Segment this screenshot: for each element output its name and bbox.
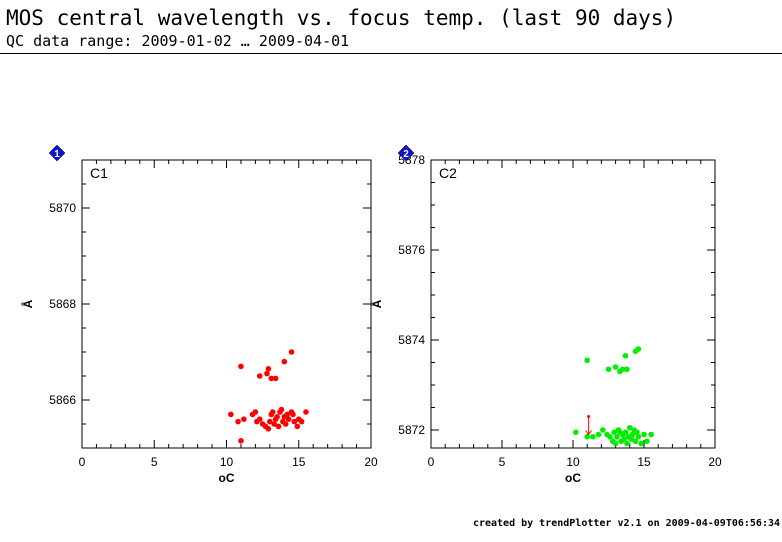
panel-2-chip-label: C2 bbox=[439, 165, 457, 181]
panel-1-data-point bbox=[265, 366, 272, 372]
panel-1-data-point bbox=[284, 411, 290, 418]
panel-2-data-point bbox=[584, 433, 590, 440]
panel-2-data-point bbox=[612, 364, 619, 370]
panel-2-plot-frame bbox=[430, 159, 716, 449]
header-divider bbox=[0, 53, 782, 54]
panel-2-data-point bbox=[628, 436, 635, 442]
panel-1-data-point bbox=[291, 418, 298, 425]
panel-2-data-point bbox=[611, 429, 617, 436]
panel-1-data-point bbox=[254, 418, 260, 425]
panel-2-y-tick-label: 5874 bbox=[398, 333, 425, 347]
panel-2-data-point bbox=[624, 440, 630, 447]
panel-1-data-point bbox=[272, 375, 279, 382]
panel-2-x-tick-label: 0 bbox=[428, 455, 435, 469]
panel-1-data-point bbox=[282, 421, 289, 427]
panel-1-x-axis-label: oC bbox=[219, 471, 235, 485]
panel-1-data-point bbox=[265, 426, 272, 432]
panel-1-y-axis-label: Å bbox=[20, 299, 35, 308]
panel-1-data-point bbox=[267, 418, 273, 425]
panel-2-data-point bbox=[622, 352, 629, 359]
panel-1-data-point bbox=[298, 418, 305, 425]
panel-1-data-point bbox=[269, 409, 276, 415]
panel-1-data-point bbox=[228, 411, 234, 418]
panel-1-data-point bbox=[288, 349, 295, 355]
qc-date-range: QC data range: 2009-01-02 … 2009-04-01 bbox=[6, 32, 350, 50]
panel-2-data-point bbox=[617, 429, 623, 436]
panel-1-chip-label: C1 bbox=[90, 165, 108, 181]
panel-1-data-point bbox=[294, 423, 301, 430]
panel-2-data-point bbox=[627, 424, 633, 431]
panel-2-diamond-icon bbox=[397, 144, 415, 162]
panel-1-data-point bbox=[268, 375, 275, 382]
panel-1-y-tick-label: 5870 bbox=[49, 201, 76, 215]
footer-credit: created by trendPlotter v2.1 on 2009-04-… bbox=[472, 518, 780, 529]
panel-1-plot-frame bbox=[81, 159, 372, 449]
panel-2-data-point bbox=[635, 346, 642, 352]
page-title: MOS central wavelength vs. focus temp. (… bbox=[6, 6, 677, 30]
panel-2-arrow-head bbox=[585, 430, 593, 436]
panel-2-x-axis-label: oC bbox=[565, 471, 581, 485]
panel-2-data-point bbox=[607, 433, 613, 440]
panel-1-data-point bbox=[285, 416, 292, 423]
panel-2-data-point bbox=[590, 433, 596, 440]
panel-2-data-point bbox=[619, 366, 626, 373]
panel-1-data-point bbox=[235, 418, 241, 425]
panel-1-data-point bbox=[281, 358, 288, 365]
panel-2-data-point bbox=[600, 427, 606, 433]
panel-1-x-tick-label: 10 bbox=[220, 455, 234, 469]
panel-1-data-point bbox=[241, 416, 247, 423]
panel-2-y-tick-label: 5872 bbox=[398, 423, 425, 437]
panel-2-x-tick-label: 10 bbox=[566, 455, 580, 469]
panel-2-y-tick-label: 5876 bbox=[398, 243, 425, 257]
panel-1-data-point bbox=[303, 409, 309, 415]
panel-2-data-point bbox=[614, 433, 620, 440]
panel-1-x-tick-label: 20 bbox=[364, 455, 378, 469]
panel-1-data-point bbox=[238, 363, 244, 370]
panel-2-x-tick-label: 20 bbox=[708, 455, 722, 469]
panel-1-data-point bbox=[264, 370, 270, 377]
panel-2-data-point bbox=[612, 440, 619, 447]
panel-2-data-point bbox=[644, 438, 650, 445]
panel-1-diamond-number: 1 bbox=[54, 149, 60, 160]
panel-1-data-point bbox=[271, 421, 277, 427]
panel-1-data-point bbox=[274, 414, 280, 420]
panel-1-x-tick-label: 15 bbox=[292, 455, 306, 469]
panel-2-data-point bbox=[629, 431, 636, 438]
panel-2-data-point bbox=[632, 438, 639, 445]
panel-2-data-point bbox=[584, 357, 590, 364]
panel-2-data-point bbox=[624, 366, 630, 373]
panel-2-x-tick-label: 5 bbox=[499, 455, 506, 469]
panel-2-data-point bbox=[635, 433, 642, 440]
panel-1-y-tick-label: 5868 bbox=[49, 297, 76, 311]
panel-1-diamond-icon bbox=[48, 144, 66, 162]
panel-1-data-point bbox=[252, 409, 259, 415]
panel-2-data-point bbox=[573, 429, 579, 436]
panel-2-data-point bbox=[648, 431, 654, 438]
panel-2-data-point bbox=[622, 429, 629, 436]
panel-2-x-tick-label: 15 bbox=[637, 455, 651, 469]
panel-1-data-point bbox=[256, 373, 263, 379]
panel-1-data-point bbox=[278, 406, 285, 413]
panel-1-data-point bbox=[275, 423, 282, 430]
panel-2-data-point bbox=[605, 366, 612, 373]
panel-2-y-axis-label: Å bbox=[369, 299, 384, 308]
panel-1-data-point bbox=[290, 411, 296, 418]
panel-2-diamond-number: 2 bbox=[403, 149, 409, 160]
panel-2-data-point bbox=[595, 431, 602, 438]
panel-2-arrow-origin bbox=[587, 415, 591, 418]
panel-1-x-tick-label: 5 bbox=[151, 455, 158, 469]
panel-2-data-point bbox=[621, 436, 627, 442]
panel-1-x-tick-label: 0 bbox=[79, 455, 86, 469]
panel-1-data-point bbox=[238, 438, 244, 444]
panel-2-data-point bbox=[641, 431, 647, 438]
panel-1-y-tick-label: 5866 bbox=[49, 393, 76, 407]
panel-2-data-point bbox=[638, 440, 644, 447]
panel-2-data-point bbox=[631, 427, 637, 433]
